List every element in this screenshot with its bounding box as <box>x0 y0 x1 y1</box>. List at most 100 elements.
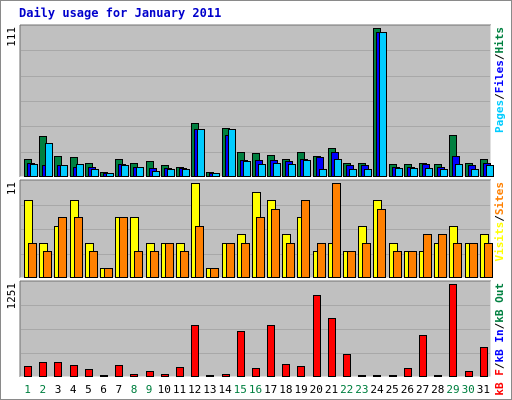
pages-bar <box>364 169 372 177</box>
hits-ymax-label: 111 <box>5 27 18 47</box>
kbytes-bar <box>54 362 62 377</box>
kbytes-bar <box>237 331 245 377</box>
day-label: 28 <box>431 383 444 396</box>
sites-bar <box>241 243 250 278</box>
day-label: 21 <box>325 383 338 396</box>
sites-bar <box>43 251 52 278</box>
day-label: 24 <box>370 383 384 396</box>
sites-bar <box>484 243 493 278</box>
sites-bar <box>74 217 83 278</box>
pages-bar <box>395 168 403 177</box>
kbytes-bar <box>419 335 427 377</box>
day-label: 1 <box>24 383 31 396</box>
pages-bar <box>349 169 357 177</box>
kbytes-bar <box>252 368 260 377</box>
kbytes-legend-item: kB F <box>493 369 506 396</box>
kbytes-bar <box>176 367 184 377</box>
kbytes-bar <box>449 284 457 377</box>
pages-bar <box>425 168 433 177</box>
kbytes-bar <box>282 364 290 377</box>
visits-legend-item: Sites <box>493 182 506 215</box>
pages-bar <box>410 168 418 177</box>
hits-legend-item: Files <box>493 60 506 93</box>
kbytes-bar <box>115 365 123 377</box>
kbytes-bar <box>389 375 397 377</box>
day-label: 29 <box>446 383 459 396</box>
day-label: 25 <box>386 383 399 396</box>
kbytes-bar <box>343 354 351 377</box>
kbytes-bar <box>373 375 381 377</box>
sites-bar <box>28 243 37 278</box>
pages-bar <box>167 169 175 177</box>
kbytes-legend: kB F/kB In/kB Out <box>493 283 506 396</box>
kbytes-bar <box>297 366 305 377</box>
day-label: 12 <box>188 383 201 396</box>
sites-bar <box>347 251 356 278</box>
day-label: 4 <box>70 383 77 396</box>
sites-bar <box>226 243 235 278</box>
pages-bar <box>228 129 236 177</box>
pages-bar <box>379 32 387 177</box>
kbytes-legend-item: / <box>493 322 506 329</box>
sites-bar <box>362 243 371 278</box>
sites-bar <box>423 234 432 278</box>
day-label: 2 <box>39 383 46 396</box>
pages-bar <box>471 169 479 177</box>
sites-bar <box>408 251 417 278</box>
kbytes-bar <box>100 375 108 377</box>
kbytes-bar <box>480 347 488 377</box>
day-label: 30 <box>462 383 475 396</box>
pages-bar <box>334 159 342 177</box>
kbytes-bar <box>267 325 275 377</box>
day-label: 31 <box>477 383 490 396</box>
kbytes-bar <box>222 374 230 377</box>
sites-bar <box>393 251 402 278</box>
pages-bar <box>91 169 99 177</box>
day-label: 22 <box>340 383 353 396</box>
sites-bar <box>165 243 174 278</box>
hits-legend-item: / <box>493 93 506 100</box>
kbytes-bar <box>434 375 442 377</box>
day-label: 20 <box>310 383 323 396</box>
sites-bar <box>180 251 189 278</box>
sites-bar <box>377 209 386 278</box>
day-label: 6 <box>100 383 107 396</box>
day-label: 9 <box>146 383 153 396</box>
hits-legend-item: / <box>493 53 506 60</box>
sites-bar <box>271 209 280 278</box>
visits-legend-item: Visits <box>493 222 506 262</box>
bars <box>24 28 494 377</box>
day-label: 10 <box>158 383 171 396</box>
day-label: 16 <box>249 383 262 396</box>
kbytes-bar <box>39 362 47 377</box>
kbytes-bar <box>146 371 154 377</box>
sites-bar <box>256 217 265 278</box>
sites-bar <box>469 243 478 278</box>
pages-bar <box>288 164 296 177</box>
sites-bar <box>119 217 128 278</box>
sites-bar <box>150 251 159 278</box>
pages-bar <box>152 171 160 177</box>
day-label: 5 <box>85 383 92 396</box>
kbytes-bar <box>328 318 336 377</box>
day-label: 18 <box>279 383 292 396</box>
pages-bar <box>60 165 68 177</box>
kbytes-bar <box>161 374 169 377</box>
kbytes-bar <box>465 371 473 377</box>
pages-bar <box>303 160 311 177</box>
day-label: 13 <box>203 383 216 396</box>
pages-bar <box>212 173 220 177</box>
kbytes-bar <box>206 375 214 377</box>
day-label: 15 <box>234 383 247 396</box>
chart-title: Daily usage for January 2011 <box>19 6 222 20</box>
kbytes-bar <box>130 374 138 377</box>
visits-ymax-label: 11 <box>5 182 18 195</box>
pages-bar <box>182 169 190 177</box>
day-label: 14 <box>218 383 232 396</box>
day-label: 3 <box>55 383 62 396</box>
sites-bar <box>286 243 295 278</box>
day-label: 19 <box>294 383 307 396</box>
pages-bar <box>30 164 38 177</box>
x-axis-labels: 1 2 3 4 5 6 7 8 9 10 11 12 13 14 15 16 17 18 19 20 21 22 23 24 2… <box>24 383 490 396</box>
